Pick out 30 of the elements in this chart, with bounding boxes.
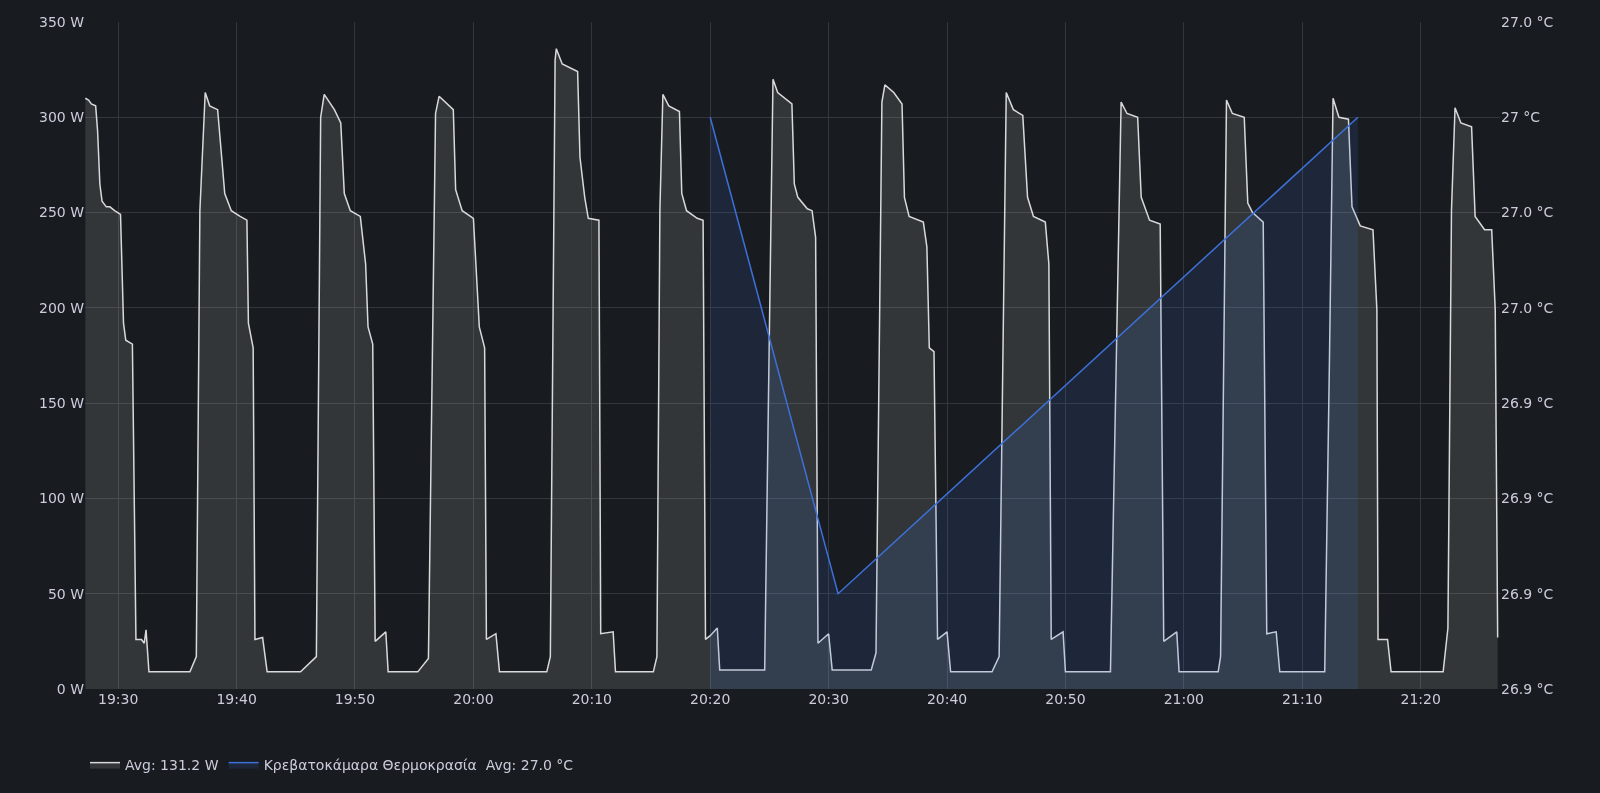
y2-tick-label: 26.9 °C <box>1501 490 1554 507</box>
x-tick-label: 20:20 <box>690 691 731 707</box>
y-tick-label: 100 W <box>38 490 85 507</box>
y2-tick-label: 27.0 °C <box>1501 204 1554 221</box>
x-tick-label: 19:30 <box>98 691 139 707</box>
y2-tick-label: 26.9 °C <box>1501 680 1554 697</box>
legend-label: Avg: 131.2 W <box>125 757 219 774</box>
y2-tick-label: 27.0 °C <box>1501 299 1554 316</box>
x-tick-label: 19:50 <box>334 691 376 707</box>
x-tick-label: 21:20 <box>1400 691 1441 707</box>
legend-label: Κρεβατοκάμαρα Θερμοκρασία Avg: 27.0 °C <box>263 757 574 774</box>
x-tick-label: 20:30 <box>808 691 849 707</box>
y-tick-label: 300 W <box>38 109 85 126</box>
x-tick-label: 21:00 <box>1163 691 1205 707</box>
x-tick-label: 20:00 <box>453 691 494 707</box>
y2-tick-label: 26.9 °C <box>1501 585 1554 602</box>
y2-tick-label: 27.0 °C <box>1501 13 1554 30</box>
y2-tick-label: 27 °C <box>1501 109 1541 126</box>
y-tick-label: 150 W <box>38 395 85 412</box>
x-tick-label: 20:50 <box>1045 691 1086 707</box>
y-tick-label: 350 W <box>38 13 85 30</box>
y-tick-label: 200 W <box>38 299 85 316</box>
y2-tick-label: 26.9 °C <box>1501 395 1554 412</box>
y-tick-label: 50 W <box>47 585 85 602</box>
x-tick-label: 21:10 <box>1282 691 1323 707</box>
x-tick-label: 20:10 <box>571 691 613 707</box>
x-tick-label: 19:40 <box>216 691 257 707</box>
y-tick-label: 250 W <box>38 204 85 221</box>
y-tick-label: 0 W <box>56 680 85 697</box>
x-tick-label: 20:40 <box>926 691 968 707</box>
